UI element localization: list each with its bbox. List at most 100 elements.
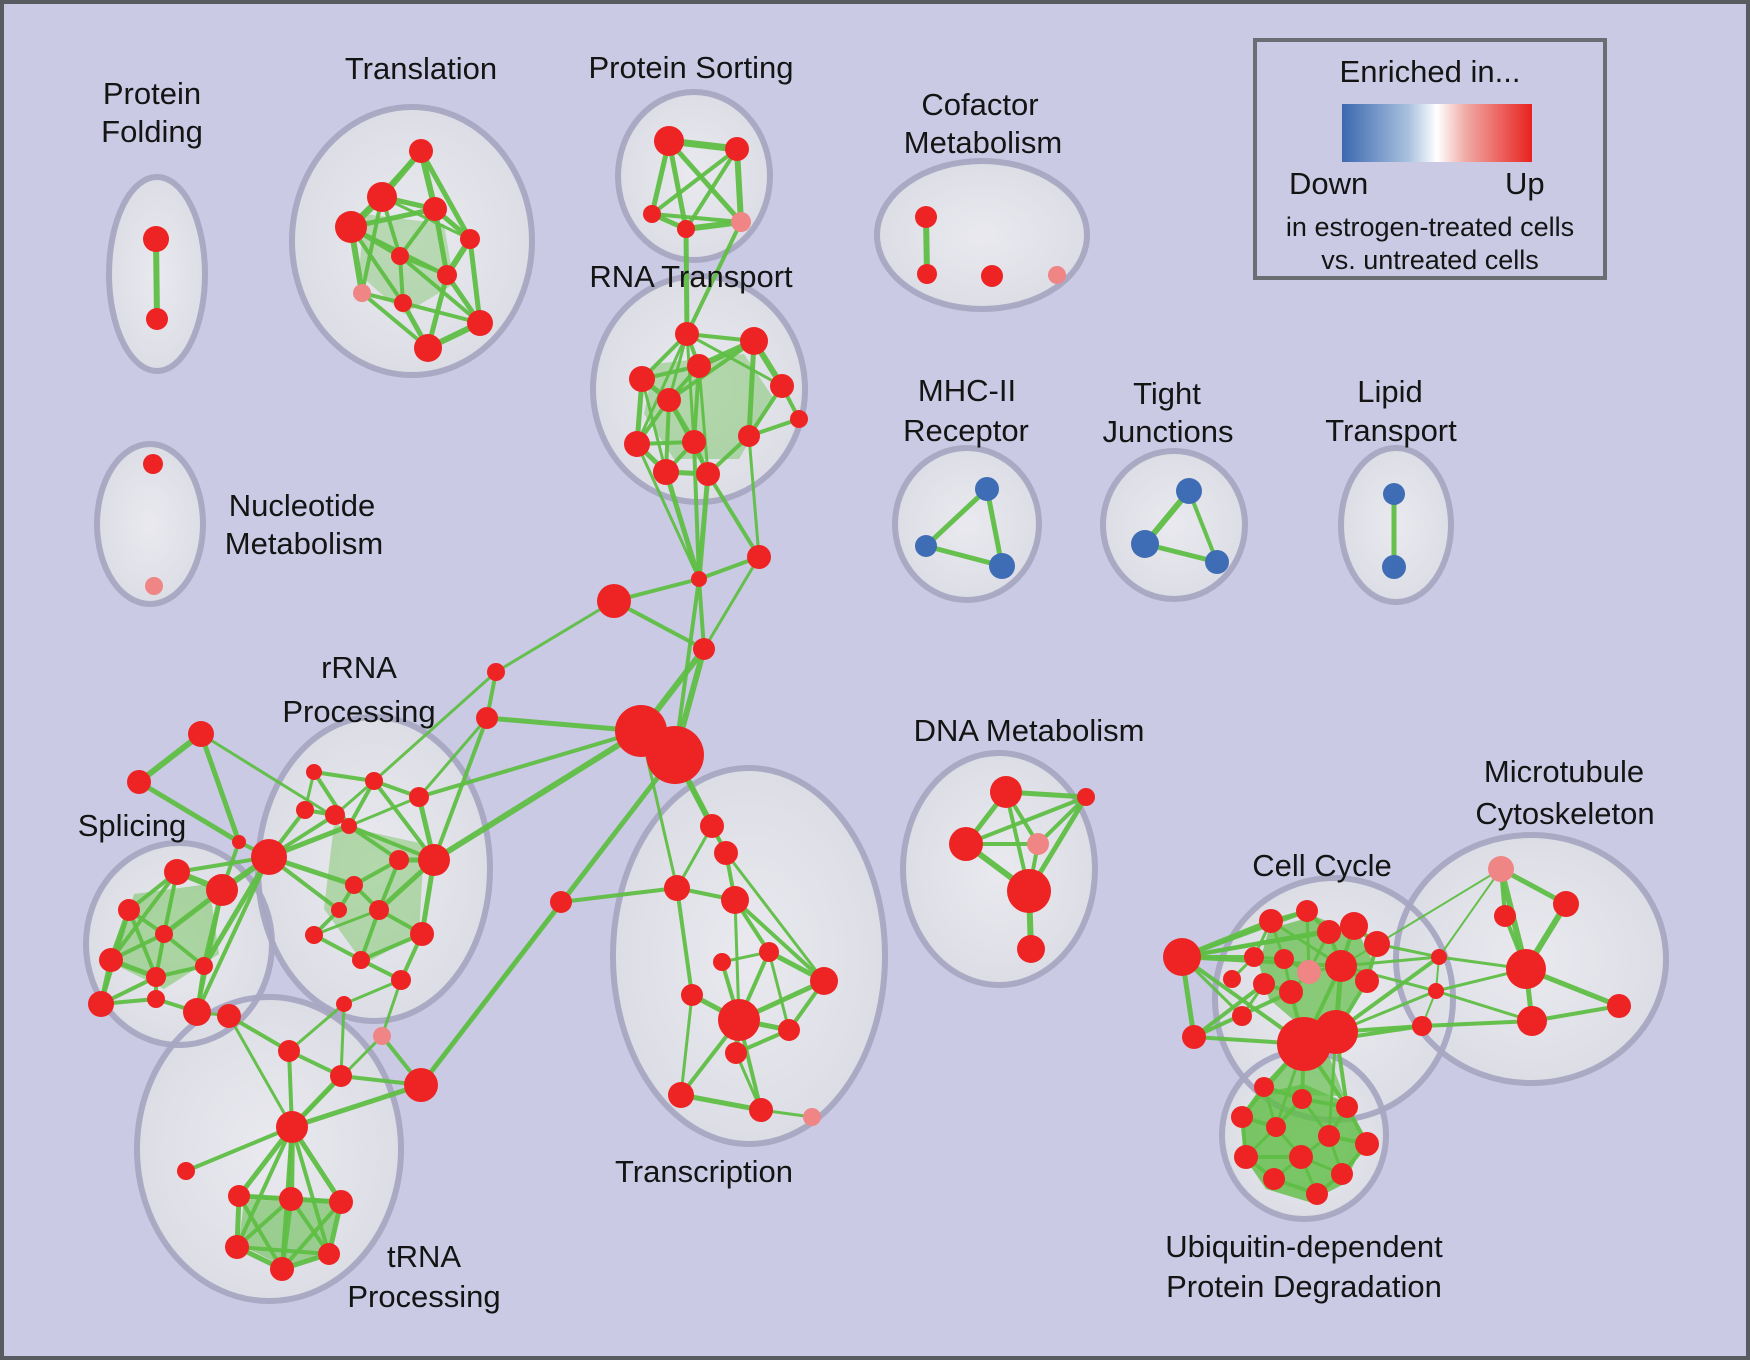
network-edge — [420, 901, 562, 1086]
gene-set-node-1 — [146, 308, 168, 330]
gene-set-node-57 — [759, 942, 779, 962]
network-edge — [417, 729, 643, 799]
network-edge — [692, 440, 701, 581]
network-edge — [235, 1125, 294, 1249]
cluster-outline-protein-sorting — [615, 89, 773, 263]
gene-set-node-93 — [305, 926, 323, 944]
gene-set-node-117 — [1182, 1025, 1206, 1049]
gene-set-node-74 — [99, 948, 123, 972]
gene-set-node-45 — [597, 584, 631, 618]
gene-set-node-98 — [278, 1040, 300, 1062]
gene-set-node-2 — [409, 139, 433, 163]
gene-set-node-144 — [1292, 1089, 1312, 1109]
gene-set-node-24 — [975, 477, 999, 501]
gene-set-node-67 — [188, 721, 214, 747]
gene-set-node-90 — [369, 900, 389, 920]
gene-set-node-120 — [1317, 920, 1341, 944]
network-edge — [667, 339, 756, 402]
cluster-label-microtubule-cytoskeleton: Microtubule — [1484, 754, 1644, 789]
gene-set-node-49 — [476, 707, 498, 729]
cluster-label-transcription: Transcription — [615, 1154, 793, 1189]
gene-set-node-70 — [164, 859, 190, 885]
network-edge — [923, 543, 1005, 569]
gene-set-node-126 — [1325, 950, 1357, 982]
gene-set-node-109 — [318, 1243, 340, 1265]
gene-set-node-138 — [1517, 1006, 1547, 1036]
gene-set-node-106 — [329, 1190, 353, 1214]
gene-set-node-84 — [365, 772, 383, 790]
gene-set-node-31 — [1382, 555, 1406, 579]
cluster-label-tight-junctions: Tight — [1133, 376, 1201, 411]
cluster-label-rrna-processing: rRNA — [321, 650, 397, 685]
legend-down-label: Down — [1289, 166, 1369, 201]
gene-set-node-123 — [1244, 947, 1264, 967]
network-edge — [237, 1194, 284, 1271]
legend-gradient-bar — [1342, 104, 1532, 162]
network-edge — [235, 1197, 293, 1249]
gene-set-node-4 — [423, 197, 447, 221]
gene-set-node-25 — [915, 535, 937, 557]
gene-set-node-5 — [335, 211, 367, 243]
legend-box: Enriched in... Down Up in estrogen-treat… — [1253, 38, 1607, 280]
network-edge — [685, 220, 743, 336]
network-edge — [347, 795, 421, 828]
gene-set-node-17 — [731, 212, 751, 232]
gene-set-node-9 — [353, 284, 371, 302]
gene-set-node-58 — [713, 953, 731, 971]
network-edge — [559, 886, 679, 904]
gene-set-node-114 — [1007, 869, 1051, 913]
cluster-label-mhc-ii-receptor: Receptor — [903, 413, 1029, 448]
network-edge — [136, 731, 204, 785]
gene-set-node-46 — [747, 545, 771, 569]
gene-set-node-28 — [1131, 530, 1159, 558]
gene-set-node-62 — [778, 1019, 800, 1041]
gene-set-node-65 — [749, 1098, 773, 1122]
network-edge — [734, 146, 744, 225]
network-edge — [372, 779, 436, 862]
gene-set-node-136 — [1494, 905, 1516, 927]
gene-set-node-124 — [1274, 949, 1294, 969]
gene-set-node-51 — [646, 726, 704, 784]
gene-set-node-142 — [1412, 1016, 1432, 1036]
gene-set-node-127 — [1355, 969, 1379, 993]
network-edge — [432, 716, 489, 862]
gene-set-node-148 — [1318, 1125, 1340, 1147]
gene-set-node-100 — [404, 1068, 438, 1102]
gene-set-node-89 — [345, 876, 363, 894]
gene-set-node-134 — [1488, 856, 1514, 882]
gene-set-node-113 — [1027, 833, 1049, 855]
gene-set-node-131 — [1314, 1010, 1358, 1054]
network-edge — [685, 332, 696, 444]
gene-set-node-105 — [279, 1187, 303, 1211]
gene-set-node-37 — [770, 374, 794, 398]
network-edge — [666, 138, 744, 225]
cluster-outline-translation — [289, 104, 535, 378]
cluster-outline-microtubule-cytoskeleton — [1393, 832, 1669, 1086]
network-edge — [683, 226, 690, 337]
network-edge — [360, 195, 384, 295]
cluster-label-protein-folding: Folding — [101, 114, 203, 149]
gene-set-node-108 — [270, 1257, 294, 1281]
network-edge — [339, 1002, 346, 1078]
gene-set-node-86 — [341, 818, 357, 834]
network-edge — [227, 1014, 294, 1129]
gene-set-node-61 — [810, 967, 838, 995]
gene-set-node-73 — [155, 925, 173, 943]
gene-set-node-23 — [145, 577, 163, 595]
network-edge — [685, 332, 784, 388]
gene-set-node-99 — [330, 1065, 352, 1087]
gene-set-node-16 — [677, 220, 695, 238]
gene-set-node-122 — [1364, 931, 1390, 957]
gene-set-node-54 — [664, 875, 690, 901]
gene-set-node-44 — [691, 571, 707, 587]
network-edge — [702, 555, 761, 651]
gene-set-node-96 — [373, 1027, 391, 1045]
cluster-label-ubiquitin-degradation: Ubiquitin-dependent — [1165, 1229, 1443, 1264]
cluster-label-ubiquitin-degradation: Protein Degradation — [1166, 1269, 1442, 1304]
gene-set-node-145 — [1336, 1096, 1358, 1118]
gene-set-node-30 — [1383, 483, 1405, 505]
gene-set-node-125 — [1297, 960, 1321, 984]
gene-set-node-69 — [232, 835, 246, 849]
network-edge — [1192, 982, 1266, 1039]
gene-set-node-150 — [1234, 1145, 1258, 1169]
